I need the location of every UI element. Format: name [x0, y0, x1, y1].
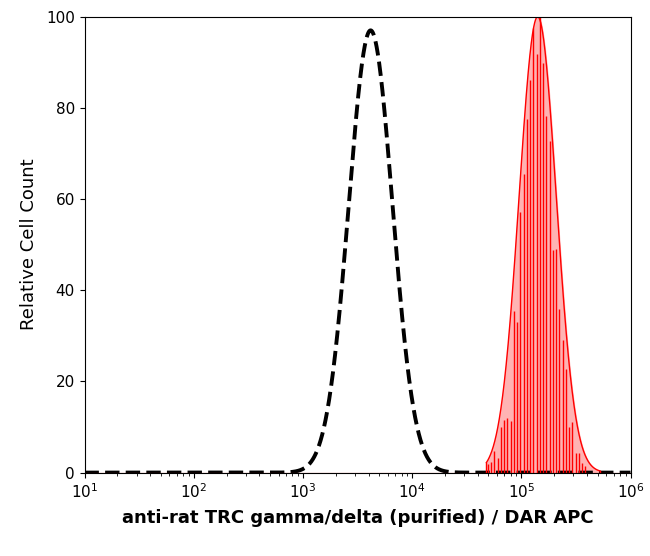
- Y-axis label: Relative Cell Count: Relative Cell Count: [20, 159, 38, 330]
- X-axis label: anti-rat TRC gamma/delta (purified) / DAR APC: anti-rat TRC gamma/delta (purified) / DA…: [122, 509, 593, 527]
